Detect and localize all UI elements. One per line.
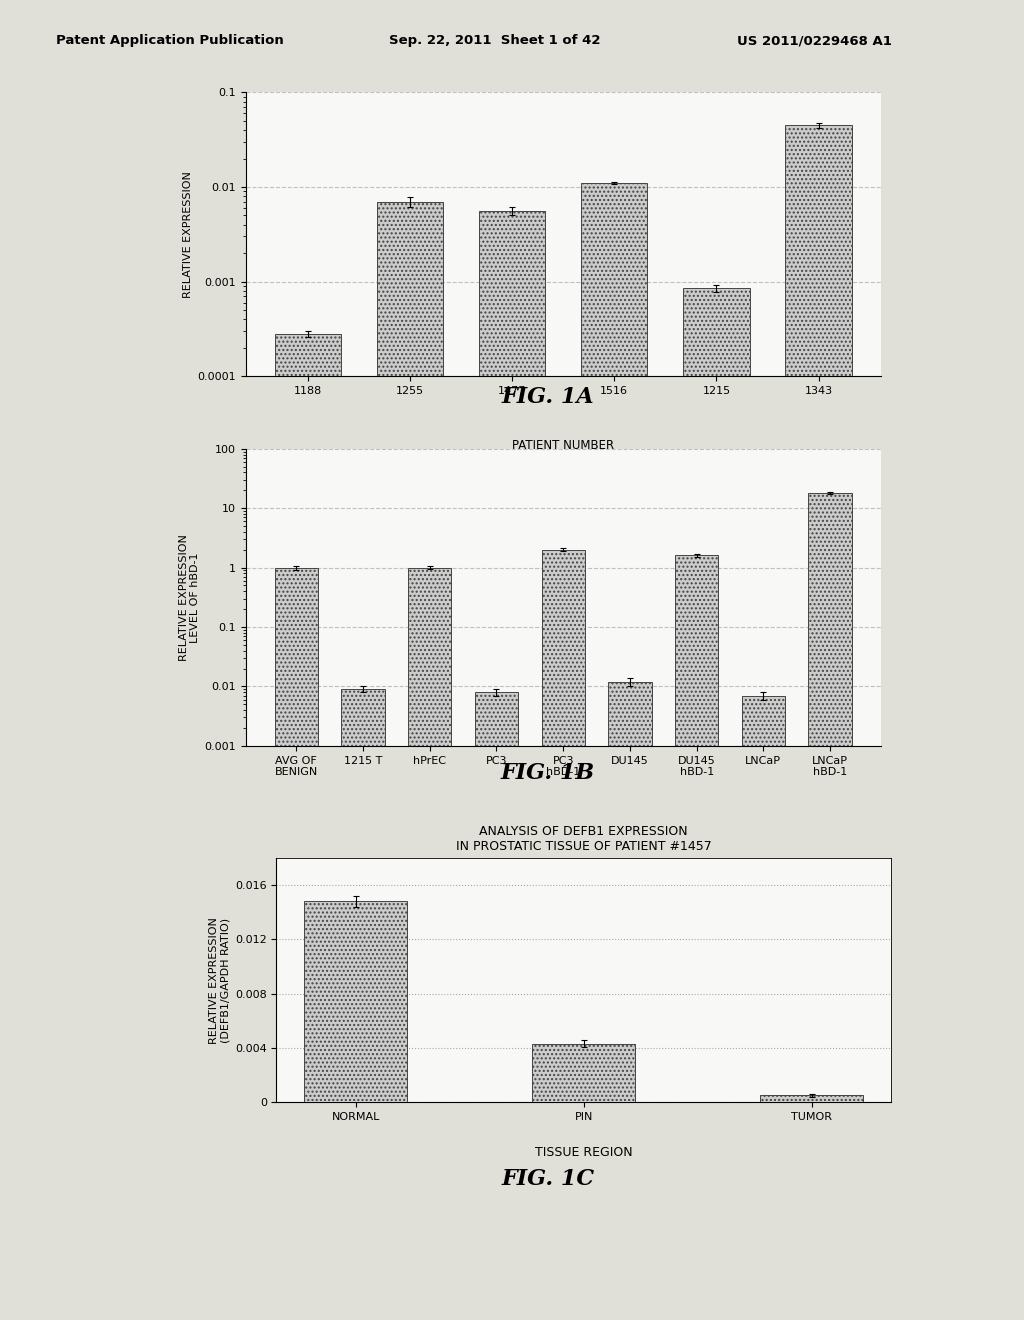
Bar [341, 689, 385, 1320]
Text: FIG. 1A: FIG. 1A [502, 385, 594, 408]
Bar [785, 125, 852, 1320]
Text: FIG. 1C: FIG. 1C [502, 1168, 594, 1191]
Title: ANALYSIS OF DEFB1 EXPRESSION
IN PROSTATIC TISSUE OF PATIENT #1457: ANALYSIS OF DEFB1 EXPRESSION IN PROSTATI… [456, 825, 712, 853]
Bar [542, 549, 585, 1320]
Bar [808, 494, 852, 1320]
Bar [304, 902, 407, 1102]
Bar [608, 681, 651, 1320]
Text: US 2011/0229468 A1: US 2011/0229468 A1 [737, 34, 892, 48]
Text: (GROSSLY DISSECTED): (GROSSLY DISSECTED) [497, 462, 630, 474]
Bar [409, 568, 452, 1320]
Bar [675, 556, 718, 1320]
Bar [274, 568, 318, 1320]
Bar [532, 1044, 635, 1102]
Text: TISSUE REGION: TISSUE REGION [535, 1146, 633, 1159]
Bar [274, 334, 341, 1320]
Text: PATIENT NUMBER: PATIENT NUMBER [512, 438, 614, 451]
Bar [479, 211, 546, 1320]
Y-axis label: RELATIVE EXPRESSION: RELATIVE EXPRESSION [183, 170, 194, 298]
Text: Sep. 22, 2011  Sheet 1 of 42: Sep. 22, 2011 Sheet 1 of 42 [389, 34, 601, 48]
Text: FIG. 1B: FIG. 1B [501, 762, 595, 784]
Y-axis label: RELATIVE EXPRESSION
LEVEL OF hBD-1: RELATIVE EXPRESSION LEVEL OF hBD-1 [178, 533, 201, 661]
Bar [741, 696, 785, 1320]
Text: Patent Application Publication: Patent Application Publication [56, 34, 284, 48]
Bar [377, 202, 443, 1320]
Bar [683, 288, 750, 1320]
Bar [581, 183, 647, 1320]
Bar [475, 692, 518, 1320]
Y-axis label: RELATIVE EXPRESSION
(DEFB1/GAPDH RATIO): RELATIVE EXPRESSION (DEFB1/GAPDH RATIO) [209, 916, 230, 1044]
Bar [761, 1096, 863, 1102]
